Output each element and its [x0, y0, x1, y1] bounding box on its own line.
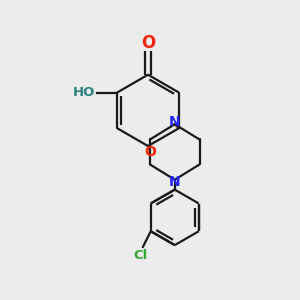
- Text: N: N: [169, 175, 181, 189]
- Text: Cl: Cl: [134, 248, 148, 262]
- Text: HO: HO: [73, 86, 95, 99]
- Text: O: O: [141, 34, 155, 52]
- Text: O: O: [144, 145, 156, 159]
- Text: N: N: [169, 115, 181, 129]
